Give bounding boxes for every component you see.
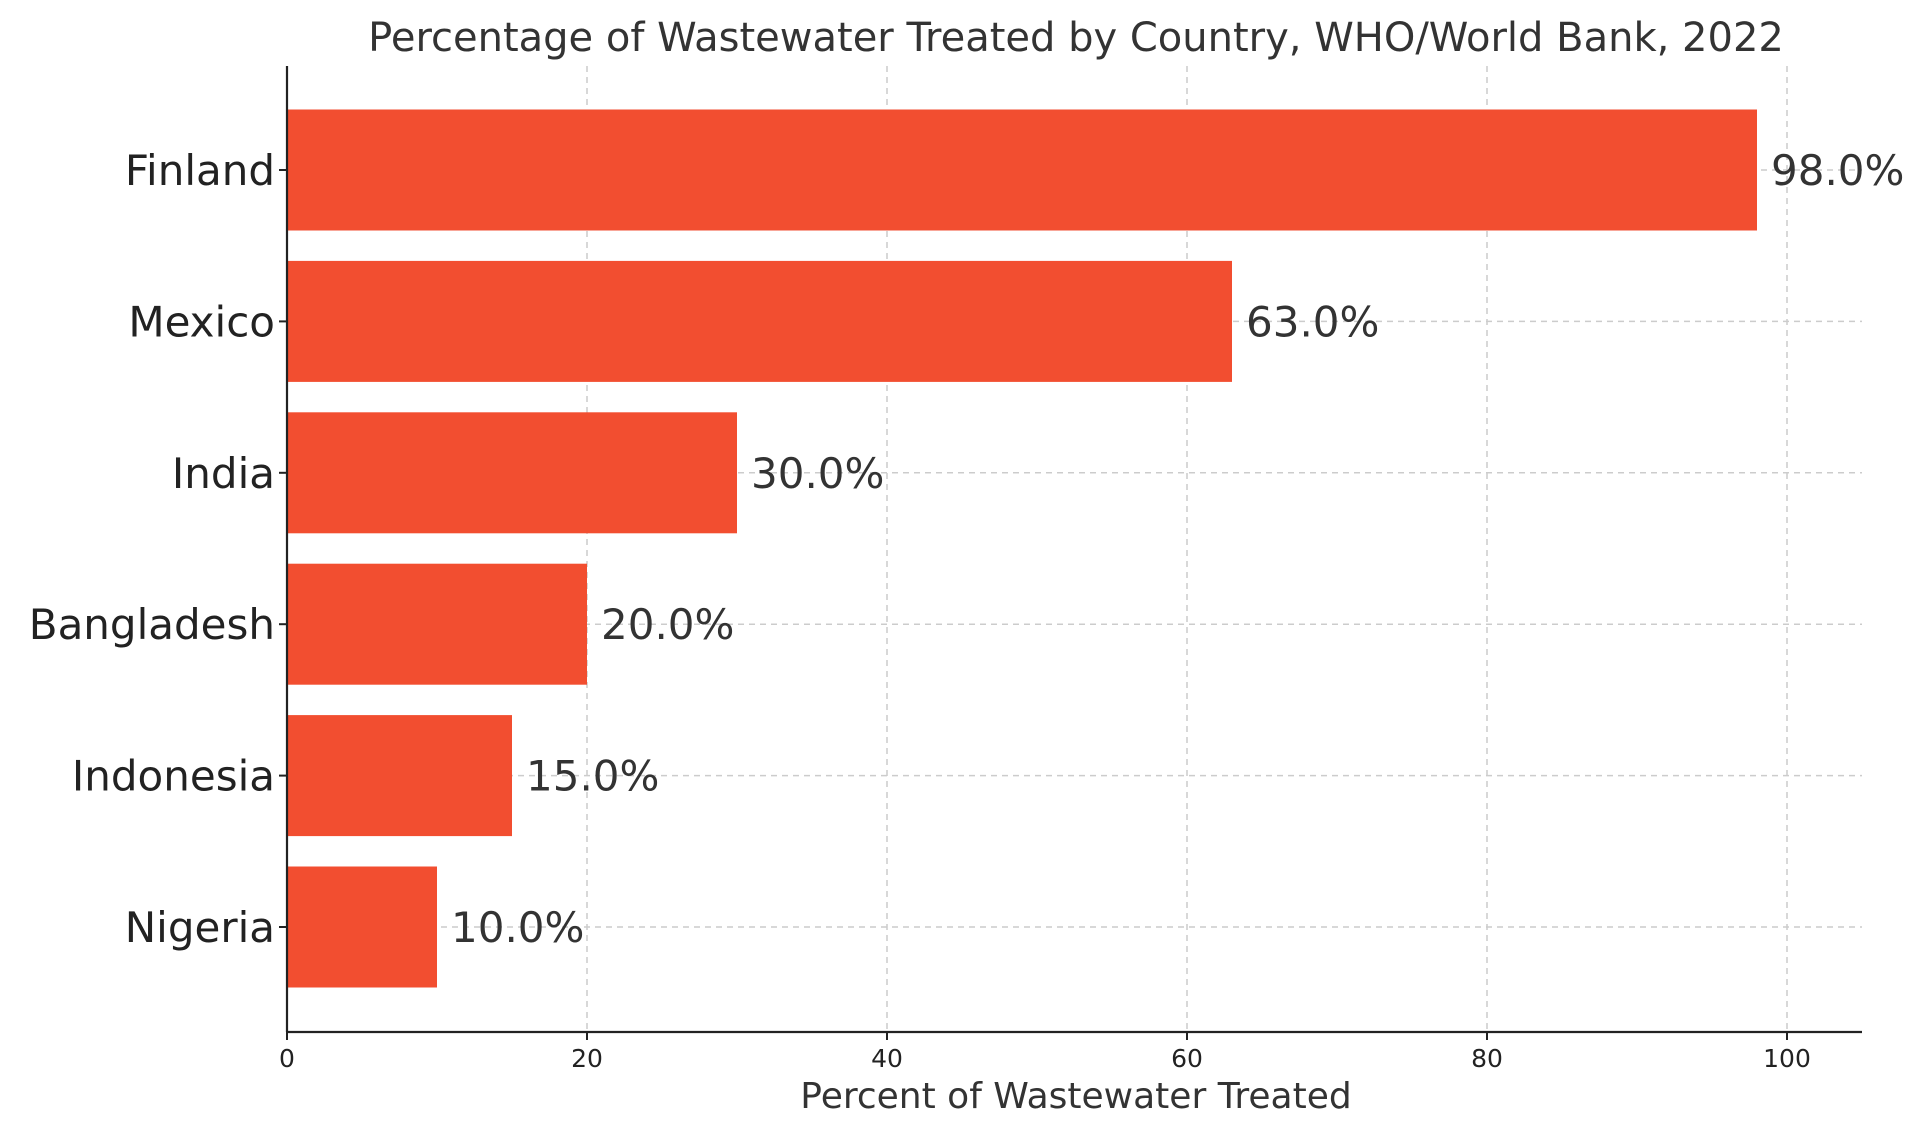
- x-tick-label-60: 60: [1171, 1044, 1203, 1073]
- y-tick-label-nigeria: Nigeria: [125, 903, 275, 952]
- x-tick-labels: 0 20 40 60 80 100: [279, 1044, 1811, 1073]
- x-tick-label-80: 80: [1471, 1044, 1503, 1073]
- axes: [279, 66, 1862, 1040]
- data-label-finland: 98.0%: [1771, 146, 1904, 195]
- x-tick-label-40: 40: [871, 1044, 903, 1073]
- data-label-indonesia: 15.0%: [526, 752, 659, 801]
- bar-bangladesh: [287, 563, 587, 685]
- chart-title: Percentage of Wastewater Treated by Coun…: [368, 15, 1784, 61]
- bar-indonesia: [287, 715, 512, 837]
- data-label-india: 30.0%: [751, 449, 884, 498]
- y-tick-label-finland: Finland: [125, 146, 275, 195]
- bar-mexico: [287, 260, 1232, 382]
- data-labels: 98.0% 63.0% 30.0% 20.0% 15.0% 10.0%: [451, 146, 1904, 952]
- y-tick-label-india: India: [172, 449, 275, 498]
- bar-india: [287, 412, 737, 534]
- bar-nigeria: [287, 866, 437, 988]
- y-tick-label-mexico: Mexico: [128, 297, 275, 346]
- x-tick-label-20: 20: [571, 1044, 603, 1073]
- y-tick-labels: Finland Mexico India Bangladesh Indonesia Nig…: [29, 146, 275, 952]
- bars: [287, 109, 1757, 988]
- x-axis-label: Percent of Wastewater Treated: [800, 1076, 1351, 1117]
- y-tick-label-bangladesh: Bangladesh: [29, 600, 275, 649]
- data-label-nigeria: 10.0%: [451, 903, 584, 952]
- bar-finland: [287, 109, 1757, 231]
- y-tick-label-indonesia: Indonesia: [72, 752, 275, 801]
- x-tick-label-0: 0: [279, 1044, 295, 1073]
- data-label-mexico: 63.0%: [1246, 297, 1379, 346]
- data-label-bangladesh: 20.0%: [601, 600, 734, 649]
- x-tick-label-100: 100: [1763, 1044, 1811, 1073]
